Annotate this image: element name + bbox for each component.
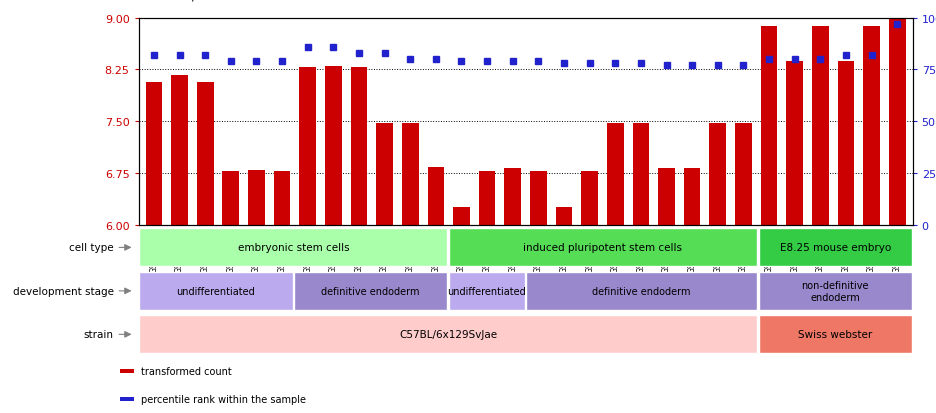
Bar bbox=[453, 208, 470, 225]
Text: E8.25 mouse embryo: E8.25 mouse embryo bbox=[780, 243, 891, 253]
Bar bbox=[633, 123, 650, 225]
Bar bbox=[607, 124, 623, 225]
Text: Swiss webster: Swiss webster bbox=[798, 330, 872, 339]
Bar bbox=[526, 272, 757, 310]
Bar bbox=[449, 272, 525, 310]
Text: percentile rank within the sample: percentile rank within the sample bbox=[141, 394, 306, 404]
Bar bbox=[294, 272, 447, 310]
Bar bbox=[139, 272, 293, 310]
Bar bbox=[505, 169, 521, 225]
Bar bbox=[812, 27, 828, 225]
Bar bbox=[248, 171, 265, 225]
Text: induced pluripotent stem cells: induced pluripotent stem cells bbox=[523, 243, 682, 253]
Text: cell type: cell type bbox=[69, 243, 113, 253]
Bar bbox=[325, 67, 342, 225]
Bar bbox=[120, 397, 134, 401]
Bar bbox=[786, 62, 803, 225]
Bar bbox=[863, 27, 880, 225]
Bar bbox=[273, 171, 290, 225]
Text: definitive endoderm: definitive endoderm bbox=[592, 286, 691, 296]
Text: transformed count: transformed count bbox=[141, 366, 231, 376]
Bar bbox=[838, 62, 855, 225]
Bar bbox=[758, 272, 912, 310]
Bar bbox=[449, 229, 757, 267]
Bar bbox=[889, 19, 905, 225]
Bar bbox=[139, 316, 757, 354]
Bar bbox=[709, 124, 726, 225]
Bar bbox=[428, 168, 445, 225]
Bar bbox=[684, 169, 700, 225]
Bar bbox=[735, 124, 752, 225]
Bar bbox=[223, 171, 239, 225]
Bar bbox=[146, 83, 162, 225]
Bar bbox=[171, 76, 188, 225]
Bar bbox=[479, 171, 495, 225]
Bar bbox=[581, 171, 598, 225]
Text: non-definitive
endoderm: non-definitive endoderm bbox=[801, 280, 869, 302]
Bar bbox=[658, 169, 675, 225]
Bar bbox=[351, 68, 367, 225]
Bar bbox=[556, 208, 572, 225]
Text: embryonic stem cells: embryonic stem cells bbox=[238, 243, 349, 253]
Text: definitive endoderm: definitive endoderm bbox=[321, 286, 420, 296]
Bar bbox=[300, 68, 316, 225]
Text: development stage: development stage bbox=[12, 286, 113, 296]
Bar bbox=[761, 27, 778, 225]
Bar bbox=[402, 123, 418, 225]
Text: GDS3904 / 10421188: GDS3904 / 10421188 bbox=[129, 0, 264, 2]
Text: C57BL/6x129SvJae: C57BL/6x129SvJae bbox=[399, 330, 497, 339]
Bar bbox=[530, 171, 547, 225]
Text: strain: strain bbox=[83, 330, 113, 339]
Bar bbox=[758, 316, 912, 354]
Text: undifferentiated: undifferentiated bbox=[447, 286, 526, 296]
Bar bbox=[120, 370, 134, 373]
Bar bbox=[139, 229, 447, 267]
Bar bbox=[758, 229, 912, 267]
Text: undifferentiated: undifferentiated bbox=[177, 286, 256, 296]
Bar bbox=[197, 83, 213, 225]
Bar bbox=[376, 123, 393, 225]
